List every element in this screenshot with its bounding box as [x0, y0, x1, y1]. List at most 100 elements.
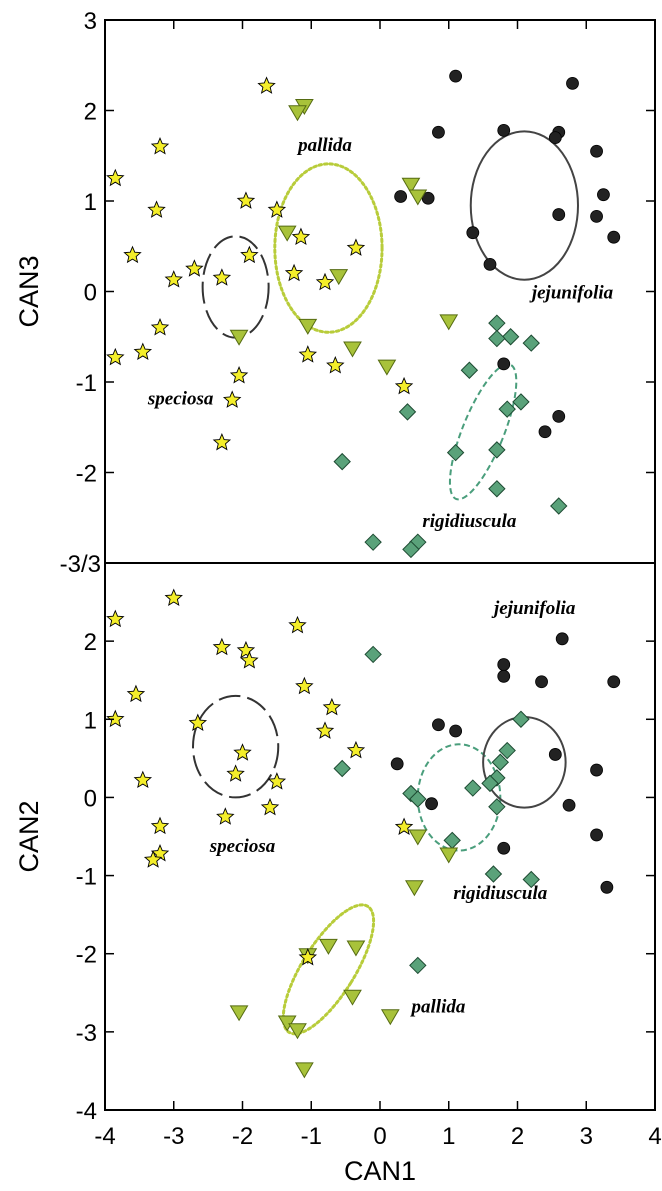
species-label-jejunifolia: jejunifolia	[491, 598, 576, 619]
speciosa-point	[257, 76, 276, 94]
bottom-panel-annotations: jejunifolia speciosa rigidiuscula pallida	[209, 598, 576, 1018]
speciosa-ellipse	[192, 694, 280, 799]
jejunifolia-point	[449, 69, 463, 83]
rigidiuscula-point	[512, 393, 530, 411]
x-tick-label: 4	[648, 1123, 661, 1150]
jejunifolia-point	[497, 124, 511, 137]
rigidiuscula-point	[460, 361, 479, 379]
jejunifolia-point	[497, 669, 511, 683]
speciosa-point	[240, 651, 259, 669]
rigidiuscula-point	[364, 645, 382, 664]
rigidiuscula-point	[550, 497, 568, 515]
pallida-point	[288, 105, 307, 122]
speciosa-point	[315, 721, 335, 739]
rigidiuscula-point	[498, 400, 516, 418]
speciosa-point	[188, 713, 208, 732]
speciosa-point	[150, 318, 170, 336]
speciosa-point	[106, 709, 125, 728]
rigidiuscula-point	[446, 443, 465, 462]
jejunifolia-point	[497, 357, 511, 371]
jejunifolia-point	[394, 190, 408, 203]
speciosa-point	[106, 347, 125, 366]
rigidiuscula-point	[481, 774, 499, 793]
y-tick-label: -2	[76, 461, 97, 488]
speciosa-point	[291, 227, 311, 246]
jejunifolia-point	[590, 209, 603, 223]
y-tick-label: 3	[84, 8, 97, 35]
rigidiuscula-point	[488, 329, 506, 348]
jejunifolia-point	[548, 748, 562, 761]
jejunifolia-point	[421, 191, 435, 205]
bottom-panel: jejunifolia speciosa rigidiuscula pallida 2…	[14, 588, 662, 1186]
speciosa-point	[222, 390, 242, 408]
pallida-point	[288, 1023, 307, 1040]
pallida-point	[343, 989, 362, 1006]
pallida-point	[346, 940, 366, 957]
top-panel: pallida jejunifolia speciosa rigidiuscula 3…	[14, 8, 656, 578]
speciosa-point	[394, 817, 414, 835]
speciosa-point	[233, 743, 252, 761]
speciosa-point	[236, 191, 256, 209]
speciosa-point	[106, 168, 125, 187]
jejunifolia-point	[449, 724, 463, 738]
speciosa-point	[123, 245, 142, 264]
rigidiuscula-point	[488, 480, 506, 498]
speciosa-point	[240, 245, 259, 264]
y-tick-label: 0	[84, 280, 97, 307]
rigidiuscula-point	[402, 784, 420, 803]
bot-panel-frame	[104, 562, 656, 1111]
speciosa-ellipse	[201, 235, 270, 339]
x-tick-label: 2	[511, 1123, 524, 1150]
pallida-point	[401, 177, 421, 194]
pallida-point	[229, 1005, 249, 1022]
speciosa-point	[295, 676, 314, 695]
jejunifolia-point	[552, 208, 566, 221]
jejunifolia-point	[390, 757, 404, 771]
species-label-speciosa: speciosa	[147, 389, 214, 410]
speciosa-point	[150, 137, 170, 155]
rigidiuscula-point	[501, 328, 520, 346]
rigidiuscula-ellipse	[448, 363, 518, 501]
jejunifolia-point	[600, 880, 614, 894]
jejunifolia-point	[425, 797, 438, 811]
jejunifolia-point	[548, 131, 562, 145]
speciosa-point	[212, 268, 232, 286]
rigidiuscula-point	[484, 865, 503, 883]
jejunifolia-point	[597, 188, 610, 202]
top-panel-points	[106, 69, 621, 559]
speciosa-point	[322, 697, 342, 716]
frames	[104, 19, 656, 1111]
pallida-point	[439, 314, 459, 331]
jejunifolia-point	[552, 409, 566, 423]
pallida-point	[329, 269, 349, 286]
bottom-panel-points	[106, 588, 621, 1079]
y-tick-label: 1	[84, 189, 97, 216]
jejunifolia-point	[538, 425, 552, 439]
pallida-point	[229, 329, 249, 346]
rigidiuscula-point	[464, 779, 482, 797]
pallida-point	[277, 225, 297, 242]
jejunifolia-point	[607, 675, 621, 689]
jejunifolia-point	[432, 718, 445, 732]
x-tick-label: 1	[442, 1123, 455, 1150]
top-panel-ellipses	[201, 130, 579, 501]
top-panel-annotations: pallida jejunifolia speciosa rigidiuscula	[147, 135, 614, 532]
jejunifolia-ellipse	[469, 130, 579, 281]
rigidiuscula-point	[364, 533, 382, 551]
speciosa-point	[229, 366, 249, 384]
speciosa-point	[346, 740, 366, 759]
species-label-jejunifolia: jejunifolia	[529, 283, 614, 304]
jejunifolia-point	[483, 257, 497, 271]
x-tick-label: -2	[232, 1123, 253, 1150]
jejunifolia-point	[466, 226, 480, 240]
speciosa-point	[185, 259, 204, 277]
x-tick-label: 0	[373, 1123, 386, 1150]
rigidiuscula-point	[409, 956, 427, 975]
rigidiuscula-point	[443, 831, 461, 850]
speciosa-point	[267, 200, 287, 218]
bottom-panel-y-ticks: 2 1 0 -1 -2 -3 -4	[76, 629, 655, 1125]
speciosa-point	[284, 263, 304, 282]
y-tick-label: -1	[76, 864, 97, 891]
pallida-point	[408, 189, 428, 206]
top-y-axis-label: CAN3	[14, 255, 44, 327]
